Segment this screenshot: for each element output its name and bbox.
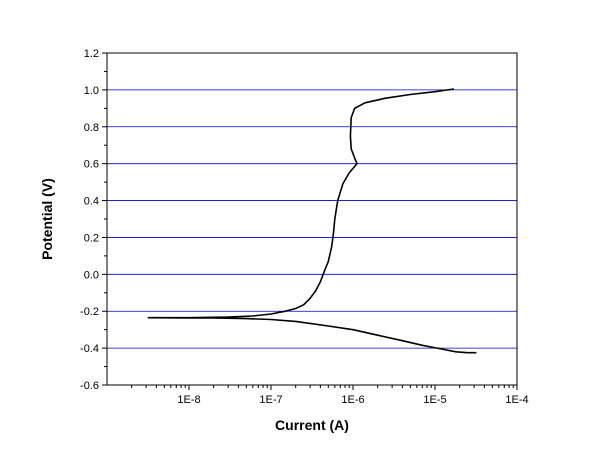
y-tick-label: -0.6 (80, 380, 99, 392)
x-tick-label: 1E-7 (259, 394, 282, 406)
y-tick-label: 0.2 (84, 232, 99, 244)
data-series-line (147, 88, 477, 354)
y-tick-label: 0.8 (84, 122, 99, 134)
y-tick-label: 0.6 (84, 159, 99, 171)
plot-frame (106, 52, 518, 386)
y-tick-label: 1.0 (84, 85, 99, 97)
series-layer (147, 88, 477, 354)
x-tick-label: 1E-5 (423, 394, 446, 406)
grid-lines (107, 89, 517, 349)
x-tick-label: 1E-8 (177, 394, 200, 406)
x-tick-label: 1E-6 (341, 394, 364, 406)
y-tick-label: 1.2 (84, 48, 99, 60)
y-tick-label: -0.4 (80, 343, 99, 355)
ticks: -0.6 -0.4 -0.2 0.0 0.2 0.4 0.6 0.8 1.0 1.2 1E-8 1E-… (80, 48, 529, 406)
y-tick-label: -0.2 (80, 306, 99, 318)
y-axis-title: Potential (V) (39, 178, 55, 260)
y-tick-label: 0.0 (84, 269, 99, 281)
x-axis-title: Current (A) (275, 417, 349, 433)
x-tick-label: 1E-4 (505, 394, 528, 406)
y-tick-label: 0.4 (84, 196, 99, 208)
